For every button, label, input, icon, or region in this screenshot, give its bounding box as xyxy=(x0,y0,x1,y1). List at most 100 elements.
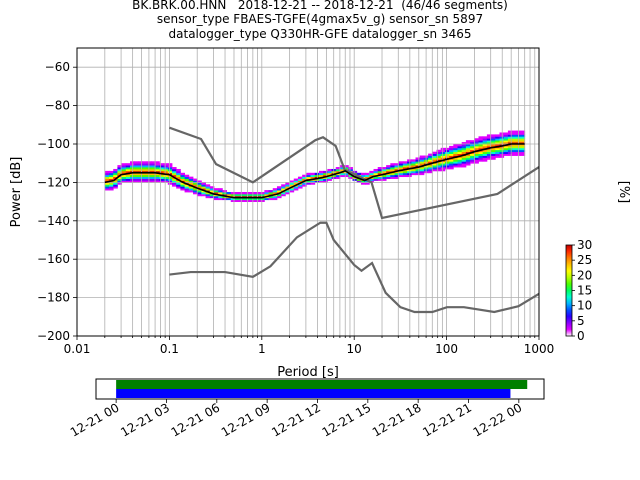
histogram-cell xyxy=(247,199,253,202)
histogram-cell xyxy=(520,151,526,154)
histogram-cell xyxy=(251,193,257,197)
histogram-cell xyxy=(390,172,395,176)
y-tick-label: −160 xyxy=(37,252,70,266)
histogram-cell xyxy=(163,167,169,170)
histogram-cell xyxy=(449,167,454,170)
histogram-cell xyxy=(415,170,421,174)
histogram-cell xyxy=(109,174,114,178)
histogram-cell xyxy=(453,163,458,166)
histogram-cell xyxy=(474,138,479,141)
histogram-cell xyxy=(402,165,408,168)
y-tick-label: −140 xyxy=(37,214,70,228)
histogram-cell xyxy=(415,167,421,170)
histogram-cell xyxy=(398,170,404,174)
histogram-cell xyxy=(402,174,408,178)
coverage-bar xyxy=(116,380,528,389)
histogram-cell xyxy=(503,145,509,149)
histogram-cell xyxy=(491,157,496,160)
psd-plot: 0.01 0.1 1 10 100 1000 −60 −80 −100 −120 −140 −160… xyxy=(9,47,554,380)
histogram-cell xyxy=(151,176,156,179)
histogram-cell xyxy=(436,161,442,164)
histogram-cell xyxy=(134,163,139,166)
histogram-cell xyxy=(138,174,144,178)
histogram-cell xyxy=(323,172,328,176)
histogram-cell xyxy=(365,182,370,185)
histogram-cell xyxy=(205,188,211,191)
timeline-tick-label: 12-21 06 xyxy=(169,400,223,439)
histogram-cell xyxy=(411,165,416,168)
histogram-cell xyxy=(171,180,177,183)
histogram-cell xyxy=(134,161,139,164)
histogram-cell xyxy=(171,170,177,174)
histogram-cell xyxy=(192,188,198,191)
histogram-cell xyxy=(243,199,248,202)
histogram-cell xyxy=(234,192,240,195)
histogram-cell xyxy=(285,192,290,195)
histogram-cell xyxy=(461,149,467,153)
histogram-cell xyxy=(507,153,513,156)
histogram-cell xyxy=(117,176,123,179)
histogram-cell xyxy=(470,155,475,158)
histogram-cell xyxy=(486,134,492,137)
histogram-cell xyxy=(197,184,202,187)
timeline-tick-label: 12-21 03 xyxy=(118,400,172,439)
y-tick-label: −80 xyxy=(45,99,70,113)
histogram-cell xyxy=(486,136,492,139)
y-tick-label: −120 xyxy=(37,175,70,189)
histogram-cell xyxy=(495,149,500,153)
histogram-cell xyxy=(373,170,379,174)
coverage-bar xyxy=(116,389,511,398)
histogram-cell xyxy=(180,184,185,187)
histogram-cell xyxy=(457,145,463,149)
plot-frame xyxy=(76,47,540,337)
histogram-cell xyxy=(419,159,425,162)
histogram-cell xyxy=(310,176,316,179)
histogram-cell xyxy=(499,145,505,149)
histogram-cell xyxy=(109,184,114,187)
histogram-cell xyxy=(348,167,353,170)
histogram-cell xyxy=(449,153,454,156)
histogram-cell xyxy=(390,168,395,172)
histogram-cell xyxy=(432,165,437,168)
histogram-cell xyxy=(411,163,416,166)
histogram-cell xyxy=(453,159,458,162)
histogram-cell xyxy=(159,180,164,183)
histogram-cell xyxy=(155,172,160,176)
histogram-cell xyxy=(180,186,185,189)
histogram-cell xyxy=(436,168,442,172)
histogram-cell xyxy=(465,151,471,154)
histogram-cell xyxy=(348,176,353,179)
histogram-cell xyxy=(503,149,509,153)
histogram-cell xyxy=(457,144,463,147)
histogram-cell xyxy=(134,172,139,176)
histogram-cell xyxy=(159,163,164,166)
histogram-cell xyxy=(512,136,517,139)
histogram-cell xyxy=(428,167,433,170)
histogram-cell xyxy=(138,172,144,176)
histogram-cell xyxy=(117,178,123,181)
histogram-cell xyxy=(461,151,467,154)
histogram-cell xyxy=(453,144,458,147)
histogram-cell xyxy=(386,176,391,179)
histogram-cell xyxy=(260,197,265,201)
histogram-cell xyxy=(461,147,467,151)
histogram-cell xyxy=(201,193,206,197)
noise-model-curves xyxy=(169,126,540,314)
histogram-cell xyxy=(192,192,198,195)
histogram-cell xyxy=(104,178,110,181)
histogram-cell xyxy=(499,132,505,135)
histogram-cell xyxy=(180,182,185,185)
histogram-cell xyxy=(381,167,387,170)
histogram-cell xyxy=(512,134,517,137)
histogram-cell xyxy=(318,180,324,183)
histogram-cell xyxy=(276,195,282,199)
histogram-cell xyxy=(402,172,408,176)
histogram-cell xyxy=(390,176,395,179)
histogram-cell xyxy=(113,174,118,178)
histogram-cell xyxy=(117,167,123,170)
histogram-cell xyxy=(339,172,345,176)
histogram-cell xyxy=(113,172,118,176)
histogram-cell xyxy=(201,192,206,195)
histogram-cell xyxy=(512,138,517,141)
histogram-cell xyxy=(205,184,211,187)
